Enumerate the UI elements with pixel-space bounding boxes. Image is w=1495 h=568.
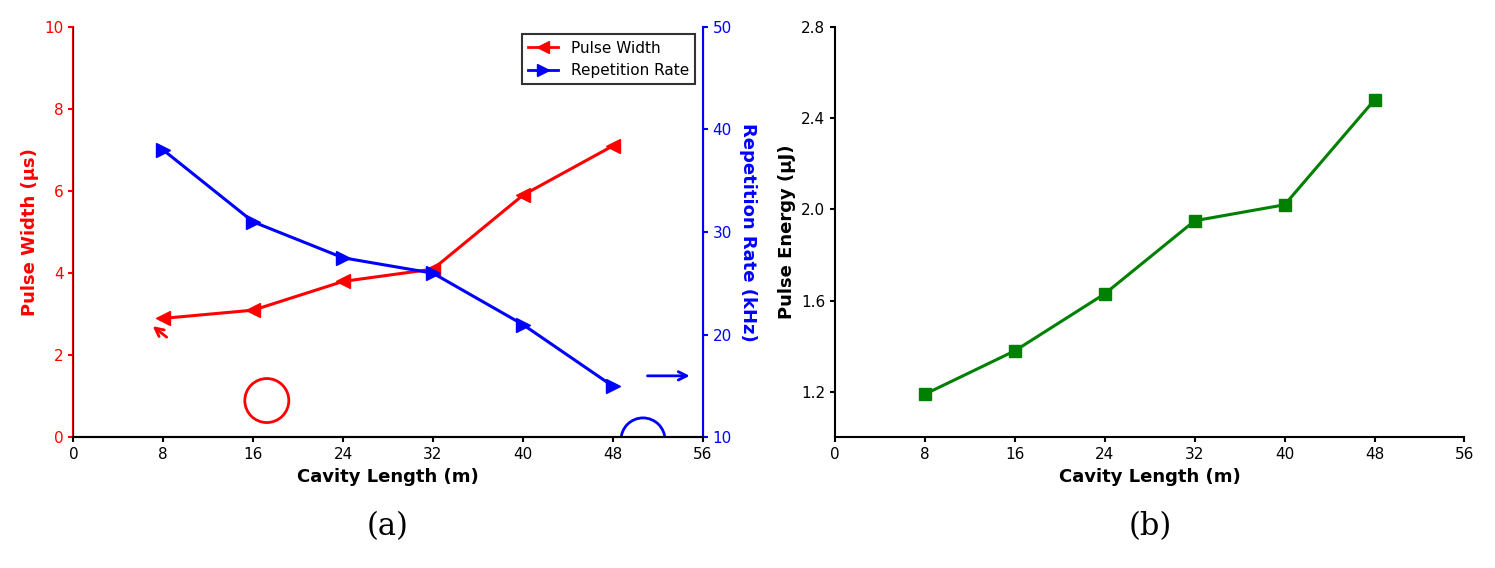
Legend: Pulse Width, Repetition Rate: Pulse Width, Repetition Rate <box>522 35 695 84</box>
Y-axis label: Pulse Width (μs): Pulse Width (μs) <box>21 148 39 316</box>
X-axis label: Cavity Length (m): Cavity Length (m) <box>298 467 478 486</box>
Y-axis label: Pulse Energy (μJ): Pulse Energy (μJ) <box>777 145 795 319</box>
X-axis label: Cavity Length (m): Cavity Length (m) <box>1058 467 1241 486</box>
Y-axis label: Repetition Rate (kHz): Repetition Rate (kHz) <box>739 123 756 341</box>
Text: (a): (a) <box>368 511 410 542</box>
Text: (b): (b) <box>1129 511 1172 542</box>
